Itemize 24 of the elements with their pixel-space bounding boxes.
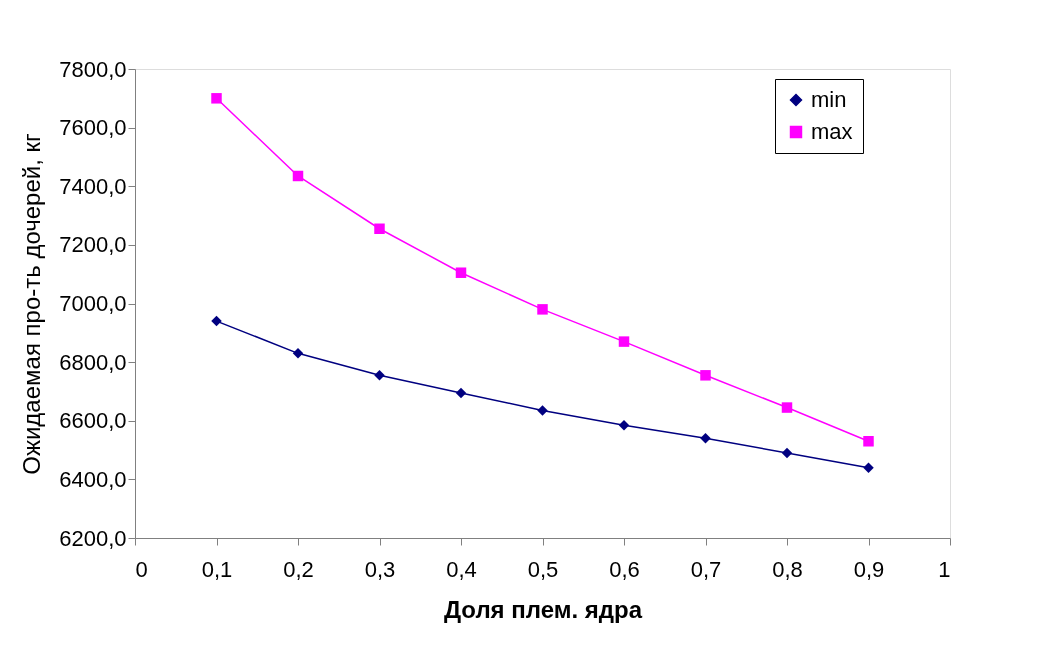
x-tick-label: 0,8 [772,556,803,582]
y-tick-label: 6600,0 [59,408,127,434]
x-tick-label: 0,2 [283,556,314,582]
x-tick-label: 0 [135,556,148,582]
x-tick-label: 0,4 [446,556,477,582]
y-tick-label: 7200,0 [59,232,127,258]
x-tick-label: 0,7 [690,556,722,582]
x-tick-label: 1 [938,556,951,582]
y-tick-label: 6200,0 [59,525,127,551]
x-tick-label: 0,3 [364,556,396,582]
legend-label: max [811,119,853,144]
y-tick-label: 7600,0 [59,115,127,141]
x-axis-title: Доля плем. ядра [443,595,643,623]
x-tick-label: 0,5 [527,556,559,582]
legend-label: min [811,87,847,112]
y-tick-label: 6800,0 [59,349,127,375]
x-tick-label: 0,1 [201,556,233,582]
y-tick-label: 7000,0 [59,291,127,316]
y-tick-label: 7800,0 [59,56,127,82]
x-tick-label: 0,6 [609,556,640,582]
y-tick-label: 7400,0 [59,173,127,199]
x-tick-label: 0,9 [853,556,885,582]
y-tick-label: 6400,0 [59,466,127,492]
y-axis-title: Ожидаемая про-ть дочерей, кг [18,132,46,475]
